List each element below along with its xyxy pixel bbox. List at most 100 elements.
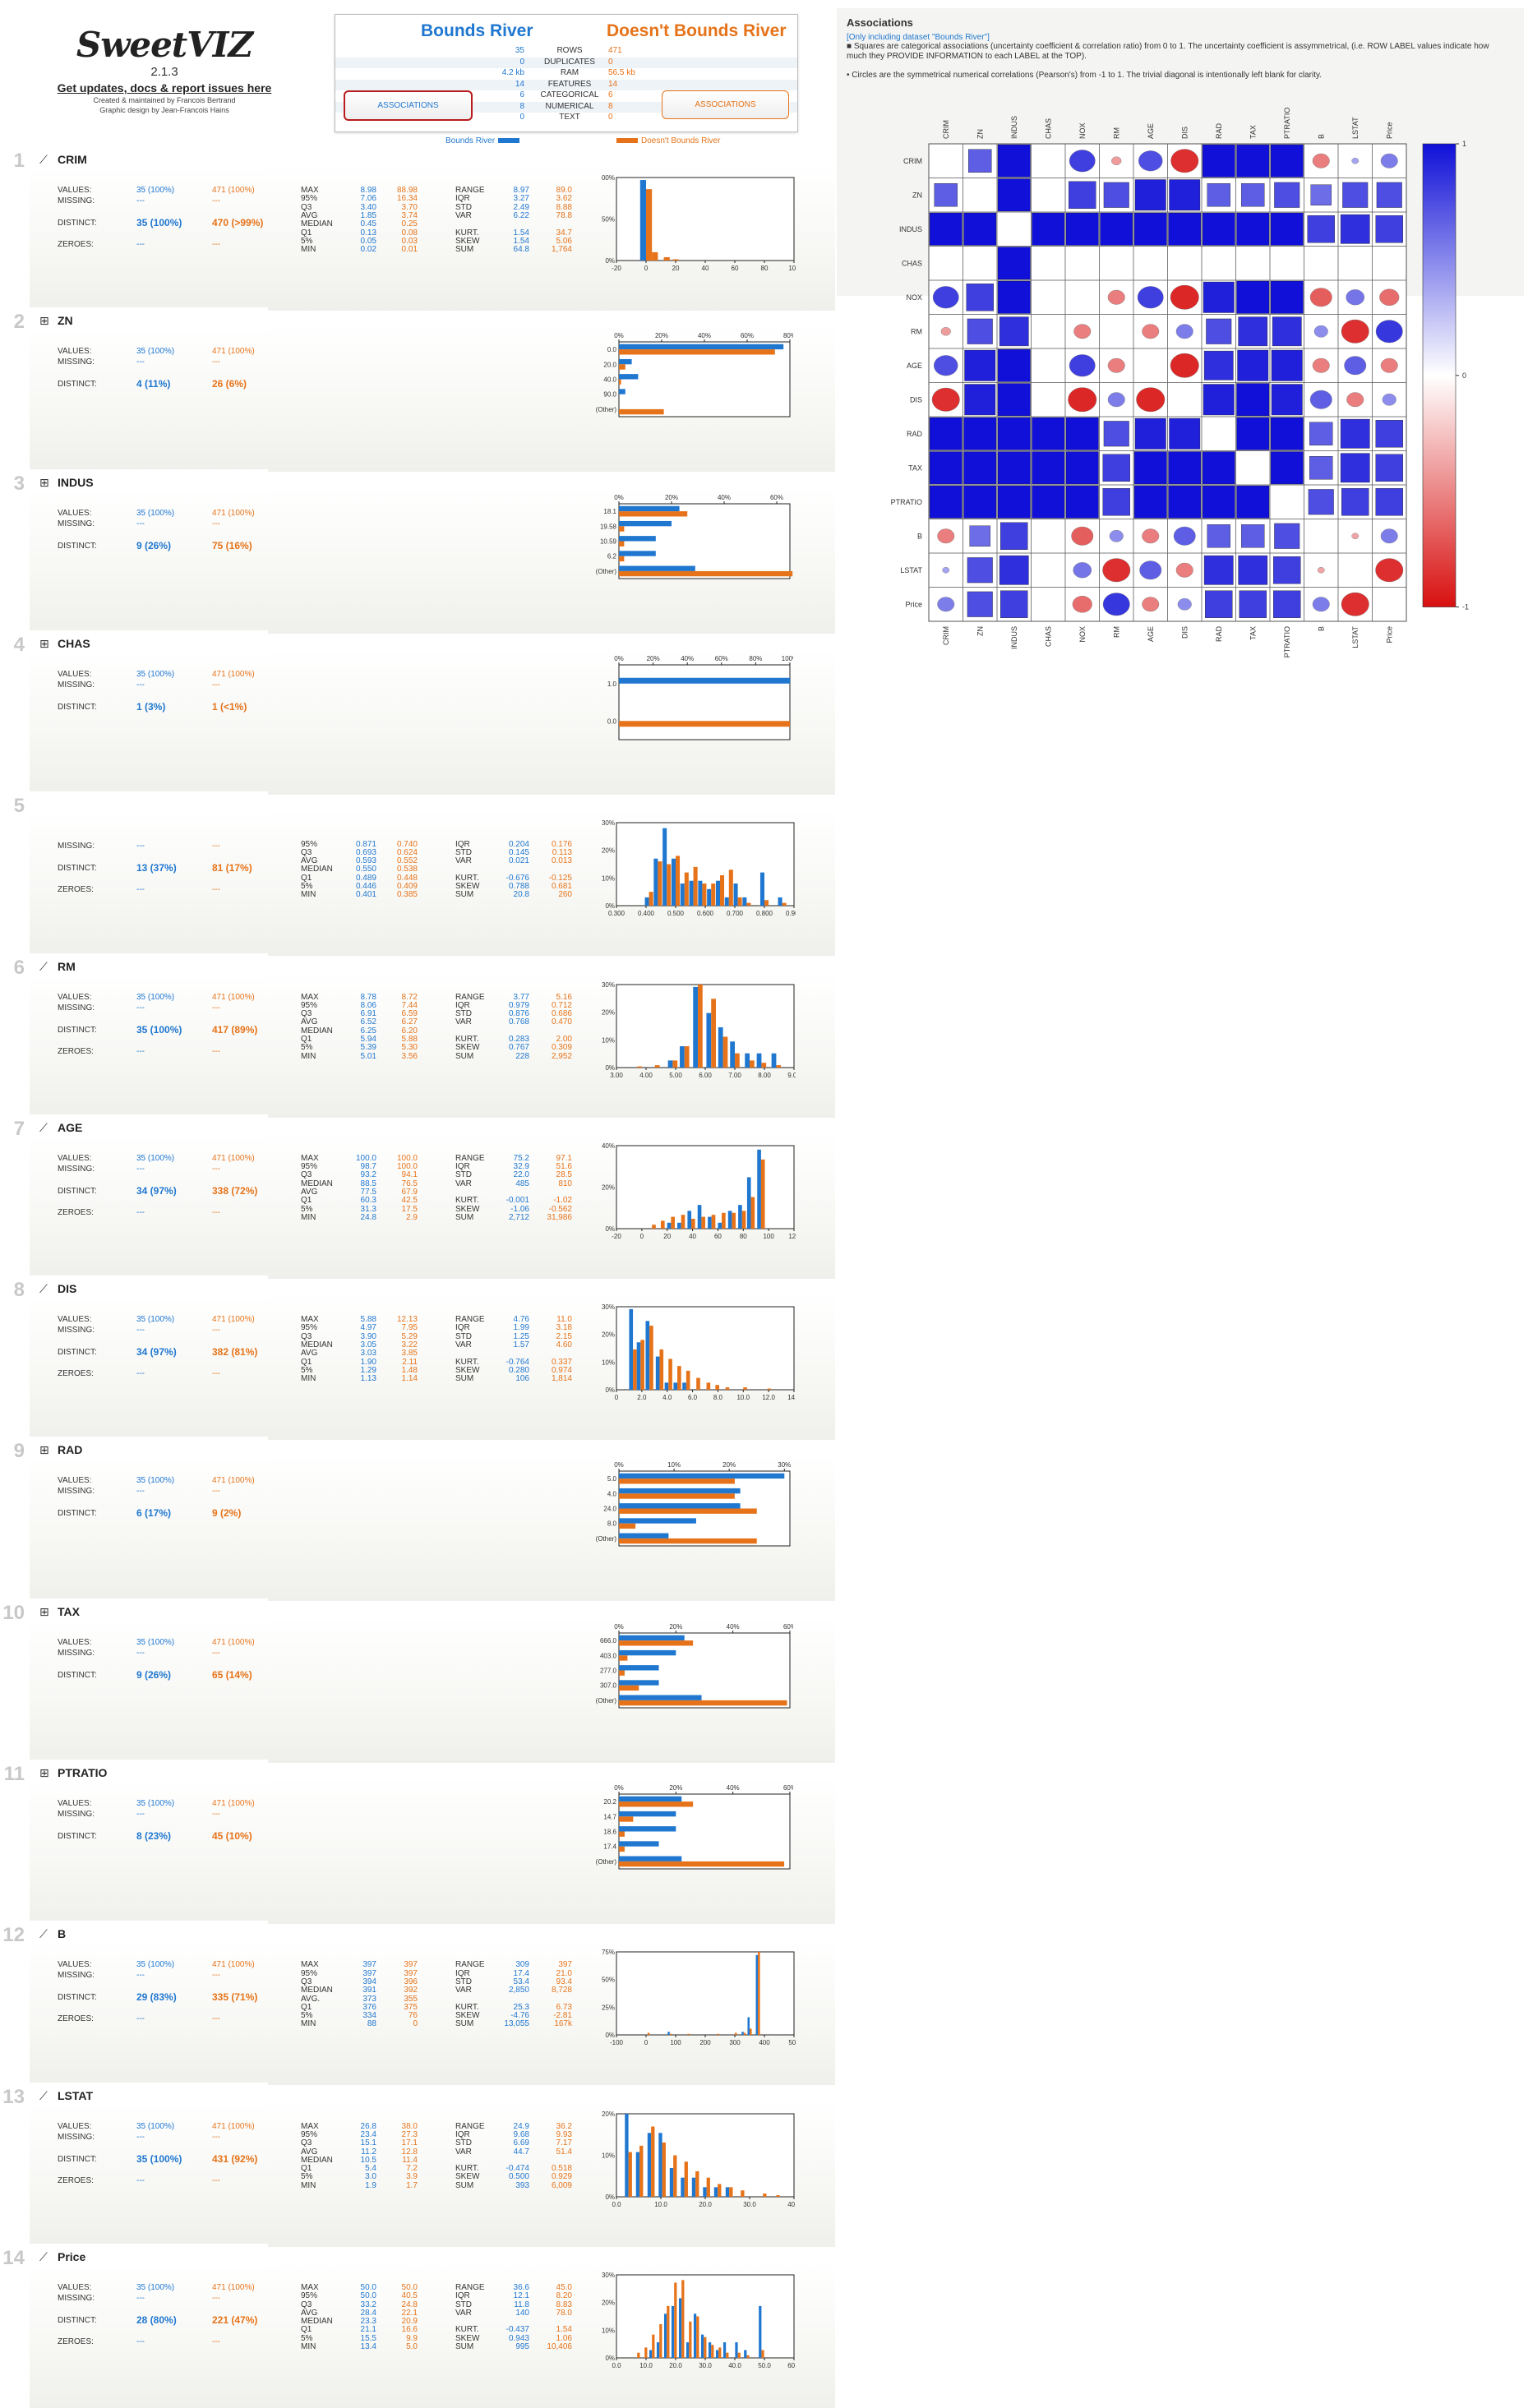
stat-source-value: 3.70 [401,202,418,212]
stat-label: VALUES: [58,508,92,518]
stat-compared-value: 6 (17%) [136,1507,172,1520]
stat-source-value: 100.0 [396,1162,418,1172]
stat-label: SKEW [455,236,480,246]
category-label: 19.58 [600,523,617,530]
feature-name: PTRATIO [58,1766,108,1779]
stat-label: DISTINCT: [58,1509,97,1519]
bar-compared [682,1382,686,1391]
stat-source-value: 76 [408,2011,418,2021]
bar-source [619,1700,787,1705]
bar-compared [636,1342,641,1391]
association-square [966,284,994,311]
associations-button-left[interactable]: ASSOCIATIONS [344,90,473,121]
stat-label: MISSING: [58,1003,95,1013]
stat-source-value: 355 [404,1994,418,2004]
correlation-circle [1351,533,1360,540]
association-square [1000,522,1028,550]
matrix-bottom-label: INDUS [1010,626,1018,649]
stat-source-value: --- [212,2014,220,2024]
bar-source [619,1861,785,1867]
bar-source [695,2170,699,2197]
bar-compared [671,858,676,906]
bar-source [776,2194,780,2197]
bar-compared [619,535,656,542]
stat-source-value: 3.74 [401,210,418,220]
bar-source [619,1640,694,1646]
x-tick-label: 10.0 [654,2201,667,2208]
stat-compared-value: 24.9 [513,2121,529,2131]
association-square [1133,485,1167,519]
stat-compared-value: --- [136,842,145,851]
summary-left-value: 0 [519,113,524,122]
correlation-circle [1346,392,1364,408]
x-tick-label: 100% [782,655,793,662]
stat-compared-value: 29 (83%) [136,1991,177,2004]
stat-source-value: --- [212,680,220,690]
stat-source-value: 31,986 [547,1212,572,1222]
association-square [1168,485,1202,519]
matrix-row-label: NOX [906,293,922,302]
stat-label: VALUES: [58,1799,92,1808]
summary-row: 0 DUPLICATES 0 [335,57,797,68]
stat-source-value: 397 [404,1960,418,1970]
categorical-icon: ⊞ [39,1604,49,1618]
bar-compared [667,2032,670,2036]
association-square [1340,214,1370,244]
stat-compared-value: 35 (100%) [136,217,182,228]
bar-source [706,2177,710,2197]
correlation-circle [1170,284,1199,310]
association-square [997,144,1031,178]
bar-source [732,1212,736,1229]
bar-compared [671,2305,675,2358]
feature-number: 12 [2,1924,25,1947]
stat-label: ZEROES: [58,1369,94,1379]
category-label: (Other) [596,1858,617,1866]
stat-source-value: 338 (72%) [212,1184,258,1197]
stat-label: MIN [301,890,316,900]
stat-compared-value: --- [136,680,145,690]
stat-compared-value: 5.01 [360,1051,376,1061]
stat-compared-value: -1.06 [510,1204,529,1214]
stat-compared-value: --- [136,1369,145,1379]
stat-compared-value: 44.7 [513,2147,529,2157]
association-square [1202,451,1235,485]
bar-source [644,2347,648,2358]
bar-compared [759,2305,762,2358]
stat-label: VALUES: [58,1315,92,1325]
stat-source-value: --- [212,2132,220,2142]
bar-source [701,1216,705,1229]
associations-button-right[interactable]: ASSOCIATIONS [662,90,789,119]
histogram: 20% 10% 0%0.0 10.0 20.0 30.0 40.0 [602,2110,796,2208]
x-tick-label: -20 [612,265,621,272]
y-tick-label: 0% [605,2355,615,2362]
stat-source-value: 75 (16%) [212,539,252,551]
association-square [1271,384,1303,416]
bar-source [676,856,681,906]
stat-label: DISTINCT: [58,2154,97,2164]
stat-compared-value: -0.764 [505,1357,529,1367]
x-tick-label: 500 [788,2039,796,2046]
bar-compared [733,883,738,906]
bar-source [619,1846,625,1852]
stat-compared-value: 6.91 [360,1009,376,1019]
stat-compared-value: 88 [367,2019,376,2029]
x-tick-label: 0% [614,1623,624,1631]
bar-compared [645,1321,650,1391]
stat-label: ZEROES: [58,885,94,895]
bar-compared [706,1013,712,1068]
association-square [1340,453,1370,483]
colorbar-tick-label: -1 [1462,603,1469,611]
category-label: 90.0 [603,391,616,399]
correlation-circle [1351,157,1360,164]
stat-source-value: 6.20 [401,1026,418,1036]
histogram: 30% 20% 10% 0%0.300 0.400 0.500 0.600 0.700 0.80… [602,819,796,917]
stat-compared-value: 35 (100%) [136,508,175,518]
bar-compared [663,2313,667,2358]
stat-compared-value: 0.45 [360,219,376,229]
stat-label: SUM [455,2019,474,2029]
bar-source [619,379,621,385]
stat-label: VALUES: [58,347,92,357]
updates-link[interactable]: Get updates, docs & report issues here [57,81,272,95]
histogram: 30% 20% 10% 0%0 2.0 4.0 6.0 8.0 10.0 12.0 14.0 [602,1303,796,1401]
version: 2.1.3 [150,65,178,79]
